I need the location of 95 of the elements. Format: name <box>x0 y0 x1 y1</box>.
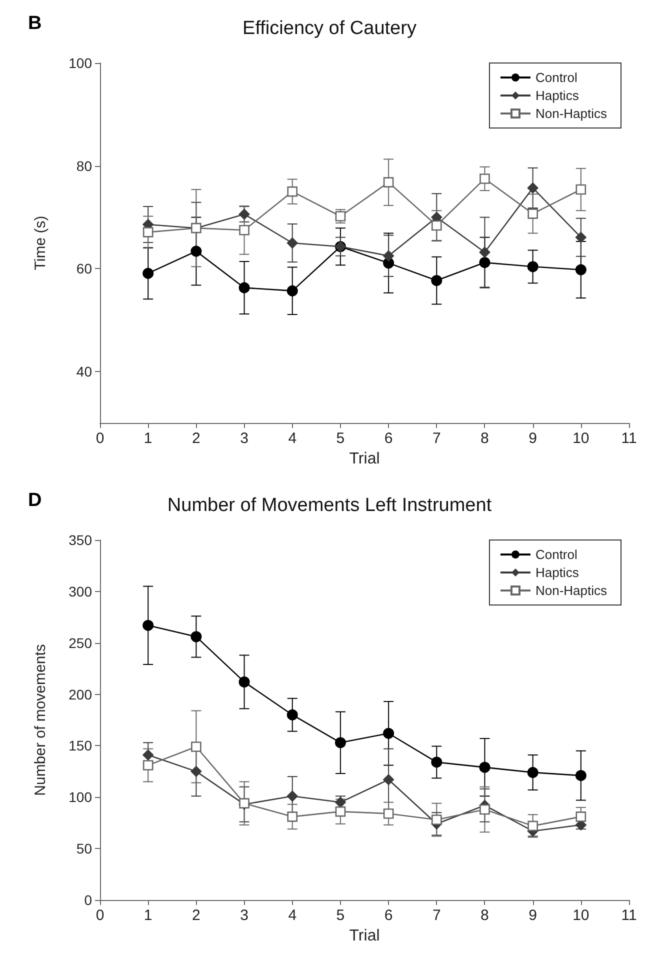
y-axis-title: Time (s) <box>32 216 49 270</box>
point <box>431 275 442 286</box>
x-tick-label: 10 <box>572 907 590 924</box>
point <box>527 766 538 778</box>
chart-title: Efficiency of Cautery <box>242 18 417 39</box>
point <box>527 261 538 272</box>
y-tick-label: 300 <box>68 583 92 600</box>
point <box>286 790 298 802</box>
y-tick-label: 200 <box>68 686 92 702</box>
x-tick-label: 2 <box>192 907 200 924</box>
y-tick-label: 350 <box>68 532 92 548</box>
x-tick-label: 2 <box>192 430 200 447</box>
point <box>238 208 250 220</box>
text: B <box>28 13 42 34</box>
y-tick-label: 100 <box>68 55 92 71</box>
point <box>334 737 346 748</box>
point <box>480 174 490 184</box>
x-axis-title: Trial <box>349 927 380 944</box>
text: D <box>28 490 42 511</box>
point <box>431 756 442 768</box>
point <box>480 804 490 815</box>
y-tick-label: 150 <box>68 738 92 754</box>
x-tick-label: 9 <box>528 430 537 447</box>
x-tick-label: 6 <box>384 907 393 924</box>
point <box>575 770 586 782</box>
point <box>576 812 586 822</box>
y-tick-label: 50 <box>76 840 92 857</box>
y-tick-label: 60 <box>76 260 92 277</box>
point <box>479 762 490 773</box>
point <box>239 224 250 236</box>
y-tick-label: 40 <box>76 364 92 380</box>
x-tick-label: 6 <box>384 430 393 447</box>
point <box>191 742 202 752</box>
point <box>287 812 298 822</box>
x-tick-label: 4 <box>288 907 297 924</box>
point <box>238 282 250 294</box>
point <box>335 806 346 817</box>
legend-label: Haptics <box>535 88 580 103</box>
point <box>479 257 490 268</box>
x-tick-label: 11 <box>621 907 637 924</box>
legend-label: Haptics <box>535 565 580 580</box>
point <box>238 676 250 688</box>
point <box>431 220 442 231</box>
point <box>286 709 298 720</box>
y-tick-label: 80 <box>76 158 92 174</box>
point <box>142 227 154 238</box>
x-tick-label: 8 <box>480 430 489 447</box>
legend-label: Non-Haptics <box>535 583 608 598</box>
point <box>287 186 298 197</box>
point <box>576 184 586 195</box>
x-tick-label: 5 <box>336 430 345 447</box>
x-tick-label: 0 <box>96 430 104 447</box>
x-tick-label: 1 <box>144 430 152 447</box>
x-tick-label: 4 <box>288 430 297 447</box>
legend-label: Non-Haptics <box>535 106 608 121</box>
point <box>431 814 442 825</box>
point <box>286 285 298 296</box>
point <box>142 268 154 279</box>
x-tick-label: 8 <box>480 907 489 924</box>
point <box>383 808 394 819</box>
x-tick-label: 3 <box>240 907 248 924</box>
point <box>575 232 586 243</box>
point <box>286 238 298 248</box>
chart-title: Number of Movements Left Instrument <box>167 495 492 516</box>
x-tick-label: 1 <box>144 907 152 924</box>
legend-label: Control <box>535 547 578 562</box>
x-tick-label: 10 <box>572 430 590 447</box>
y-axis-title: Number of movements <box>32 644 49 796</box>
point <box>190 246 202 257</box>
x-tick-label: 9 <box>528 907 537 924</box>
y-tick-label: 100 <box>68 789 92 806</box>
x-tick-label: 0 <box>96 907 104 924</box>
point <box>479 246 490 258</box>
point <box>190 631 202 642</box>
point <box>383 774 394 786</box>
y-tick-label: 250 <box>68 634 92 651</box>
point <box>383 177 394 188</box>
point <box>527 182 538 194</box>
x-tick-label: 7 <box>432 907 441 924</box>
point <box>190 766 202 777</box>
point <box>142 760 154 770</box>
legend-label: Control <box>535 70 578 85</box>
x-axis-title: Trial <box>349 450 380 468</box>
point <box>528 208 538 219</box>
point <box>142 749 154 760</box>
x-tick-label: 3 <box>240 430 248 447</box>
y-tick-label: 0 <box>84 892 92 908</box>
x-tick-label: 7 <box>432 430 441 447</box>
point <box>383 728 394 739</box>
x-tick-label: 11 <box>621 430 637 447</box>
point <box>575 264 586 276</box>
point <box>142 620 154 631</box>
x-tick-label: 5 <box>336 907 345 924</box>
point <box>528 820 538 832</box>
point <box>383 250 394 262</box>
